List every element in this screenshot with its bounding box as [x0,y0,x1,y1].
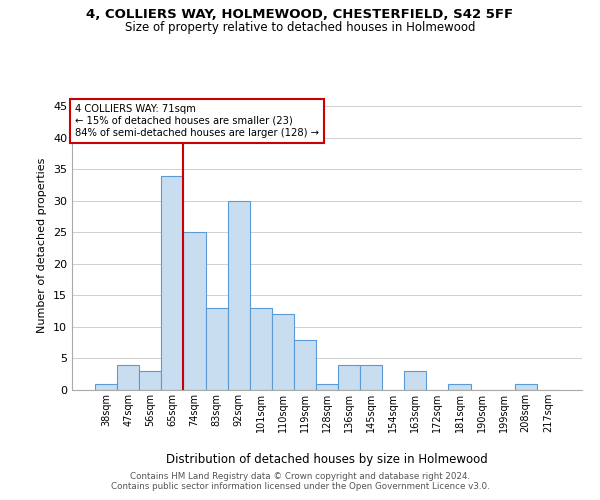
Bar [117,365,139,390]
Bar [360,365,382,390]
Bar [338,365,360,390]
Bar [448,384,470,390]
Bar [250,308,272,390]
Bar [184,232,206,390]
Text: Contains HM Land Registry data © Crown copyright and database right 2024.
Contai: Contains HM Land Registry data © Crown c… [110,472,490,491]
Bar [316,384,338,390]
Text: Size of property relative to detached houses in Holmewood: Size of property relative to detached ho… [125,21,475,34]
Bar [95,384,117,390]
Text: 4 COLLIERS WAY: 71sqm
← 15% of detached houses are smaller (23)
84% of semi-deta: 4 COLLIERS WAY: 71sqm ← 15% of detached … [74,104,319,138]
Bar [404,371,427,390]
Bar [294,340,316,390]
Bar [206,308,227,390]
Bar [227,201,250,390]
Bar [161,176,184,390]
Text: Distribution of detached houses by size in Holmewood: Distribution of detached houses by size … [166,452,488,466]
Bar [139,371,161,390]
Y-axis label: Number of detached properties: Number of detached properties [37,158,47,332]
Bar [272,314,294,390]
Text: 4, COLLIERS WAY, HOLMEWOOD, CHESTERFIELD, S42 5FF: 4, COLLIERS WAY, HOLMEWOOD, CHESTERFIELD… [86,8,514,20]
Bar [515,384,537,390]
